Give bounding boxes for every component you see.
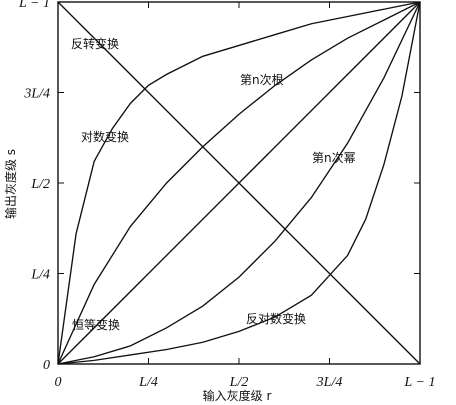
curve-label-恒等变换: 恒等变换	[72, 317, 120, 332]
x-tick-label-4: L − 1	[404, 375, 436, 390]
y-tick-label-2: L/2	[30, 177, 50, 192]
tick-labels-group: 0 L/4 L/2 3L/4 L − 1 0 L/4 L/2 3L/4 L − 1	[18, 0, 435, 390]
y-tick-label-0: 0	[43, 358, 50, 373]
curve-label-第n次根: 第n次根	[240, 73, 284, 87]
x-tick-label-3: 3L/4	[316, 375, 343, 390]
x-axis-label: 输入灰度级 r	[203, 388, 272, 403]
y-tick-label-4: L − 1	[18, 0, 50, 11]
y-tick-label-3: 3L/4	[23, 87, 50, 102]
x-axis-ticks	[148, 2, 330, 364]
y-axis-label: 输出灰度级 s	[3, 149, 18, 219]
x-tick-label-1: L/4	[138, 375, 158, 390]
y-axis-ticks	[58, 92, 420, 274]
curve-label-对数变换: 对数变换	[81, 129, 129, 144]
curve-恒等变换	[57, 1, 421, 365]
curve-label-反对数变换: 反对数变换	[246, 311, 306, 326]
curve-第n次幂	[57, 1, 421, 365]
curve-第n次根	[57, 1, 421, 365]
y-tick-label-1: L/4	[30, 268, 50, 283]
x-tick-label-0: 0	[55, 375, 62, 390]
curve-label-第n次幂: 第n次幂	[312, 151, 356, 165]
x-tick-label-2: L/2	[229, 375, 249, 390]
curves-group	[57, 1, 421, 365]
curve-label-反转变换: 反转变换	[71, 36, 119, 51]
curve-反对数变换	[57, 1, 421, 365]
curve-对数变换	[57, 1, 421, 365]
